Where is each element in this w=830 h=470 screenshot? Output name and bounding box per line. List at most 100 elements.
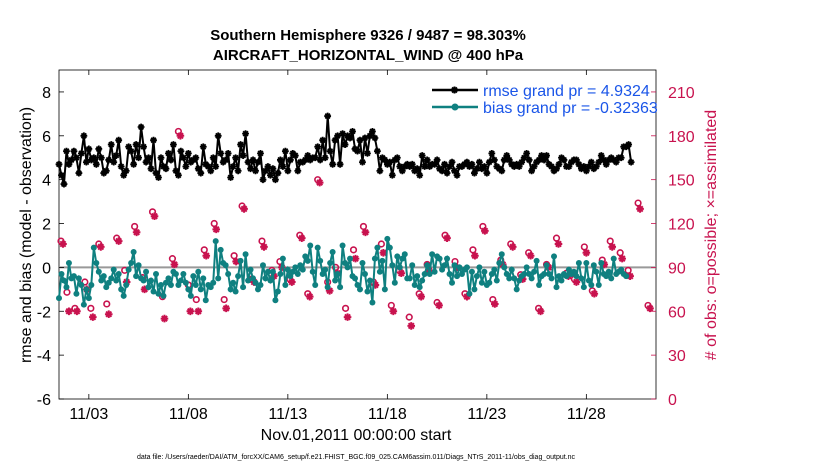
series-point — [602, 160, 610, 168]
y-tick-label: -2 — [37, 304, 51, 321]
series-point — [301, 156, 309, 164]
series-point — [289, 268, 296, 275]
series-point — [217, 149, 225, 157]
series-point — [371, 134, 379, 142]
series-point — [279, 255, 286, 262]
obs-assimilated-point — [361, 228, 370, 237]
series-point — [150, 288, 157, 295]
series-point — [125, 266, 132, 273]
y-tick-label: 6 — [42, 129, 51, 146]
series-point — [409, 262, 416, 269]
series-point — [292, 264, 299, 271]
obs-assimilated-point — [417, 292, 425, 301]
series-point — [406, 275, 413, 282]
series-point — [332, 277, 339, 284]
series-point — [65, 260, 72, 267]
series-point — [269, 268, 276, 275]
obs-assimilated-point — [608, 243, 617, 251]
series-point — [503, 152, 511, 159]
series-point — [65, 160, 73, 168]
series-point — [157, 281, 164, 288]
obs-assimilated-point — [150, 212, 159, 221]
series-point — [145, 284, 152, 291]
series-point — [592, 163, 600, 170]
series-point — [588, 281, 595, 288]
series-point — [575, 160, 583, 168]
series-point — [294, 270, 301, 277]
series-point — [322, 266, 329, 273]
series-point — [177, 277, 184, 284]
series-point — [551, 253, 558, 260]
series-point — [511, 275, 518, 282]
series-point — [132, 141, 140, 148]
series-point — [573, 156, 580, 164]
series-point — [58, 270, 65, 277]
series-point — [83, 286, 90, 293]
obs-assimilated-point — [536, 307, 545, 316]
series-point — [478, 279, 485, 286]
series-point — [214, 132, 222, 140]
series-point — [207, 284, 214, 291]
series-point — [486, 279, 493, 286]
obs-assimilated-point — [222, 304, 230, 313]
series-point — [95, 268, 102, 275]
series-point — [239, 152, 247, 159]
series-point — [150, 136, 157, 144]
series-point — [608, 275, 615, 282]
obs-assimilated-point — [626, 272, 634, 280]
series-point — [202, 297, 209, 304]
series-point — [396, 163, 404, 170]
series-point — [307, 242, 314, 249]
y-axis-label: rmse and bias (model - observation) — [18, 107, 35, 363]
series-point — [565, 266, 572, 273]
series-point — [302, 253, 309, 260]
series-point — [578, 275, 585, 282]
series-point — [98, 277, 105, 284]
series-point — [160, 292, 167, 299]
series-point — [110, 158, 118, 166]
series-point — [73, 154, 80, 162]
series-point — [446, 163, 453, 170]
series-point — [361, 134, 369, 142]
obs-assimilated-point — [554, 240, 563, 248]
series-point — [587, 158, 595, 166]
obs-assimilated-point — [260, 243, 268, 251]
series-point — [391, 279, 398, 286]
series-point — [429, 251, 436, 258]
series-point — [329, 160, 337, 168]
series-point — [282, 281, 289, 288]
series-point — [336, 160, 344, 168]
series-point — [531, 268, 538, 275]
series-point — [137, 123, 145, 131]
obs-assimilated-point — [96, 243, 105, 251]
series-point — [321, 154, 329, 162]
series-point — [565, 163, 573, 170]
series-point — [274, 288, 281, 295]
series-point — [225, 270, 232, 277]
series-point — [525, 156, 533, 164]
series-point — [324, 112, 332, 120]
series-point — [334, 270, 341, 277]
series-point — [339, 130, 346, 138]
series-point — [593, 268, 600, 275]
series-point — [441, 160, 448, 168]
series-point — [224, 149, 232, 157]
series-point — [175, 171, 182, 179]
series-point — [623, 273, 630, 280]
series-point — [108, 275, 115, 282]
series-point — [468, 268, 475, 275]
series-point — [513, 286, 520, 293]
series-point — [541, 270, 548, 277]
series-point — [63, 284, 70, 291]
series-point — [140, 143, 147, 151]
series-point — [142, 158, 150, 166]
series-point — [279, 163, 287, 170]
chart-subtitle: AIRCRAFT_HORIZONTAL_WIND @ 400 hPa — [213, 47, 524, 64]
series-point — [501, 264, 508, 271]
series-point — [252, 279, 259, 286]
series-point — [393, 154, 401, 162]
series-point — [200, 275, 207, 282]
series-point — [162, 279, 169, 286]
series-point — [274, 169, 282, 177]
series-point — [326, 147, 334, 155]
